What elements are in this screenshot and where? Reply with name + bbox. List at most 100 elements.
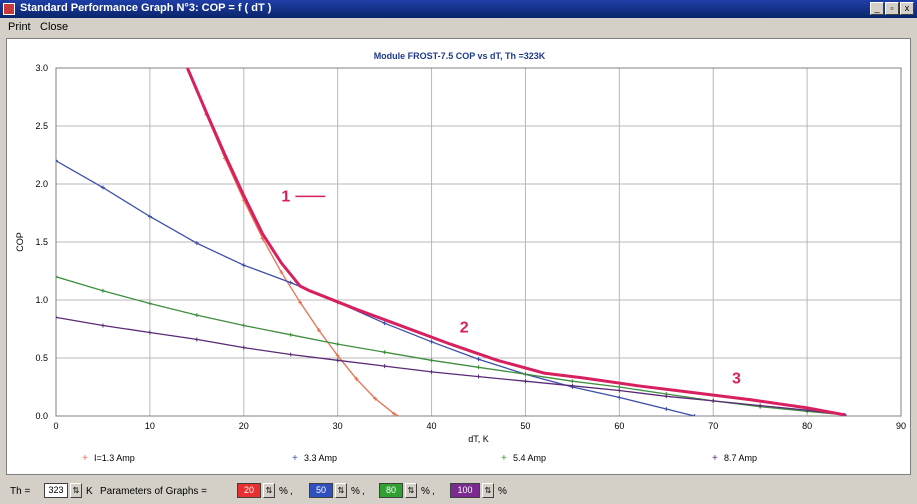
series-point-0 xyxy=(316,328,321,333)
series-line-1 xyxy=(56,160,695,416)
param-20-spin-icon[interactable]: ⇅ xyxy=(263,483,275,498)
series-point-3 xyxy=(570,383,575,388)
param-80-spin-icon[interactable]: ⇅ xyxy=(405,483,417,498)
series-point-1 xyxy=(617,395,622,400)
y-tick-label: 0.0 xyxy=(35,411,48,421)
param-80-percent: % xyxy=(421,486,430,497)
series-point-2 xyxy=(429,358,434,363)
close-window-button[interactable]: x xyxy=(900,2,914,15)
series-point-2 xyxy=(523,372,528,377)
y-tick-label: 1.5 xyxy=(35,237,48,247)
series-point-3 xyxy=(523,379,528,384)
series-point-2 xyxy=(241,323,246,328)
series-line-3 xyxy=(56,316,845,416)
minimize-button[interactable]: _ xyxy=(870,2,884,15)
series-point-3 xyxy=(147,330,152,335)
annotation-2: 2 xyxy=(460,319,469,336)
series-point-1 xyxy=(288,280,293,285)
param-100-input[interactable]: 100 xyxy=(450,483,480,498)
param-20-input[interactable]: 20 xyxy=(237,483,261,498)
title-bar[interactable]: Standard Performance Graph N°3: COP = f … xyxy=(0,0,917,18)
x-tick-label: 70 xyxy=(708,421,718,431)
y-tick-label: 0.5 xyxy=(35,353,48,363)
x-tick-label: 10 xyxy=(145,421,155,431)
series-point-1 xyxy=(664,407,669,412)
series-point-1 xyxy=(241,263,246,268)
x-tick-label: 50 xyxy=(520,421,530,431)
x-tick-label: 30 xyxy=(333,421,343,431)
param-80-input[interactable]: 80 xyxy=(379,483,403,498)
series-point-2 xyxy=(56,274,58,279)
series-point-2 xyxy=(382,350,387,355)
series-point-3 xyxy=(100,323,105,328)
series-point-0 xyxy=(335,353,340,358)
series-point-1 xyxy=(429,339,434,344)
chart-panel: Module FROST-7.5 COP vs dT, Th =323K 0 10… xyxy=(6,38,911,475)
series-point-3 xyxy=(664,394,669,399)
menu-print[interactable]: Print xyxy=(8,21,31,33)
series-point-3 xyxy=(382,364,387,369)
series-point-1 xyxy=(147,214,152,219)
y-tick-label: 2.0 xyxy=(35,179,48,189)
param-50-comma: , xyxy=(362,486,365,497)
annotation-3: 3 xyxy=(732,371,741,388)
series-point-0 xyxy=(373,396,378,401)
x-tick-label: 90 xyxy=(896,421,906,431)
y-tick-label: 2.5 xyxy=(35,121,48,131)
series-point-3 xyxy=(335,358,340,363)
series-point-0 xyxy=(354,376,359,381)
envelope-line xyxy=(186,68,845,416)
legend-marker-0: + xyxy=(82,453,88,464)
app-icon xyxy=(3,3,15,15)
param-50-spin-icon[interactable]: ⇅ xyxy=(335,483,347,498)
th-label: Th = xyxy=(10,486,31,497)
series-point-3 xyxy=(617,388,622,393)
param-50-percent: % xyxy=(351,486,360,497)
series-point-1 xyxy=(382,321,387,326)
series-point-3 xyxy=(288,352,293,357)
series-point-3 xyxy=(758,403,763,408)
param-20-comma: , xyxy=(290,486,293,497)
series-point-1 xyxy=(194,241,199,246)
series-point-1 xyxy=(56,158,58,163)
cop-chart: 0 10 20 30 40 50 60 70 80 90 0.0 0.5 1.0 1.5 2.0 2.5 3.0… xyxy=(15,63,906,464)
parameters-bar: Th = 323 ⇅ K Parameters of Graphs = 20 ⇅… xyxy=(0,479,917,504)
th-unit: K xyxy=(86,486,93,497)
series-line-2 xyxy=(56,276,845,416)
maximize-button[interactable]: ▫ xyxy=(885,2,899,15)
param-100-spin-icon[interactable]: ⇅ xyxy=(482,483,494,498)
params-label: Parameters of Graphs = xyxy=(100,486,207,497)
legend-label-0: I=1.3 Amp xyxy=(94,453,135,463)
annotation-1: 1 xyxy=(281,188,290,205)
legend-label-2: 5.4 Amp xyxy=(513,453,546,463)
series-point-3 xyxy=(241,345,246,350)
series-point-1 xyxy=(476,357,481,362)
series-line-0 xyxy=(186,68,401,416)
series-point-2 xyxy=(476,365,481,370)
param-50-input[interactable]: 50 xyxy=(309,483,333,498)
series-point-3 xyxy=(194,337,199,342)
series-point-2 xyxy=(570,379,575,384)
series-point-2 xyxy=(288,332,293,337)
series-point-0 xyxy=(298,300,303,305)
x-tick-label: 80 xyxy=(802,421,812,431)
series-point-3 xyxy=(711,398,716,403)
series-point-2 xyxy=(147,301,152,306)
legend-marker-3: + xyxy=(712,453,718,464)
series-point-2 xyxy=(617,385,622,389)
series-group xyxy=(56,68,847,416)
x-tick-label: 20 xyxy=(239,421,249,431)
y-axis-label: COP xyxy=(15,232,25,252)
menu-close[interactable]: Close xyxy=(40,21,69,33)
th-input[interactable]: 323 xyxy=(44,483,68,498)
x-tick-label: 60 xyxy=(614,421,624,431)
series-point-0 xyxy=(279,270,284,275)
series-point-2 xyxy=(194,313,199,318)
legend-marker-2: + xyxy=(501,453,507,464)
series-point-1 xyxy=(692,414,697,416)
series-point-1 xyxy=(100,185,105,190)
th-spin-icon[interactable]: ⇅ xyxy=(70,483,82,498)
param-100-percent: % xyxy=(498,486,507,497)
x-axis-label: dT, K xyxy=(468,434,489,444)
